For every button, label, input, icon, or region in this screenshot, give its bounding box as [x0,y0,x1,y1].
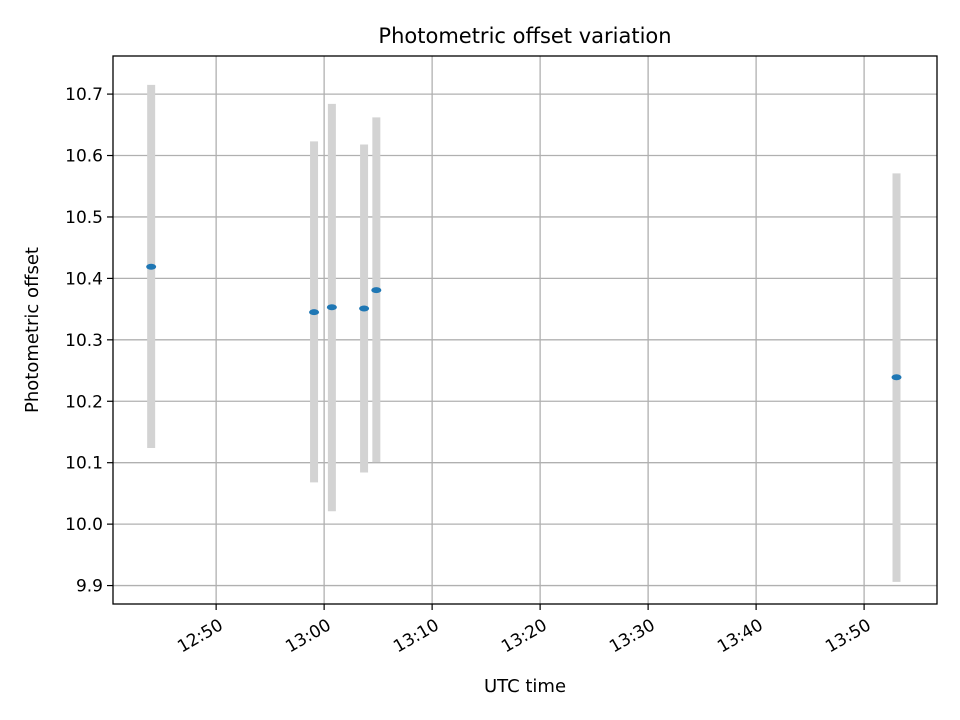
y-tick-label: 9.9 [76,577,103,597]
data-point [309,309,320,316]
error-bars [147,84,901,582]
x-tick-label: 13:00 [282,615,334,657]
x-axis-label: UTC time [484,676,566,697]
x-tick-label: 13:30 [606,615,658,657]
x-tick-label: 12:50 [174,615,226,657]
plot-frame [112,55,938,605]
grid [113,56,937,604]
data-point [371,287,382,294]
y-ticks: 9.9 10.0 10.1 10.2 10.3 10.4 10.5 10.6 10.7 [65,85,113,597]
data-point [146,263,157,270]
y-tick-label: 10.3 [65,331,103,351]
x-tick-label: 13:20 [498,615,550,657]
data-points [146,263,902,381]
y-tick-label: 10.7 [65,85,103,105]
y-tick-label: 10.5 [65,208,103,228]
y-tick-label: 10.1 [65,454,103,474]
y-tick-label: 10.6 [65,147,103,167]
chart-title: Photometric offset variation [378,24,671,48]
y-tick-label: 10.0 [65,515,103,535]
y-tick-label: 10.4 [65,269,103,289]
data-point [891,374,902,381]
x-ticks: 12:50 13:00 13:10 13:20 13:30 13:40 13:50 [174,604,875,657]
x-tick-label: 13:10 [390,615,442,657]
data-point [359,305,370,312]
x-tick-label: 13:50 [822,615,874,657]
y-axis-label: Photometric offset [22,247,43,413]
x-tick-label: 13:40 [714,615,766,657]
y-tick-label: 10.2 [65,392,103,412]
data-point [326,304,337,311]
